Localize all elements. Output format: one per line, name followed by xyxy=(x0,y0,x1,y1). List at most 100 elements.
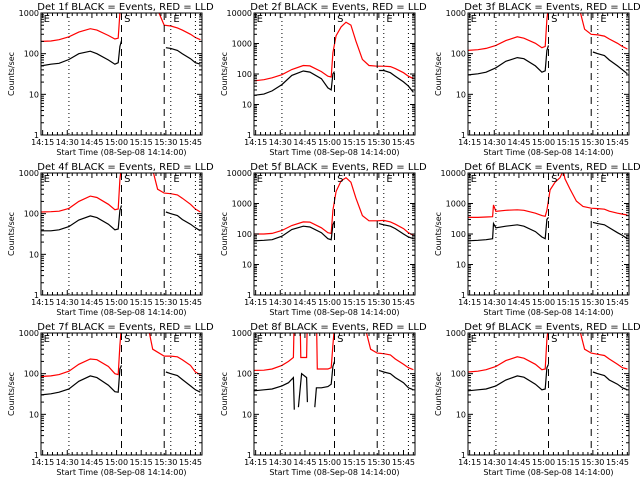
y-tick-label: 1 xyxy=(34,291,39,300)
x-tick-label: 15:45 xyxy=(179,458,202,467)
panel-title: Det 4f BLACK = Events, RED = LLD xyxy=(37,162,214,173)
x-tick-label: 15:30 xyxy=(154,458,177,467)
x-tick-label: 14:30 xyxy=(483,138,506,147)
x-tick-label: 14:15 xyxy=(244,298,267,307)
marker-label: S xyxy=(551,14,557,25)
y-tick-label: 1000 xyxy=(19,9,39,18)
x-tick-label: 14:15 xyxy=(31,458,54,467)
x-tick-label: 14:15 xyxy=(31,298,54,307)
x-tick-label: 15:00 xyxy=(532,298,555,307)
x-axis-label: Start Time (08-Sep-08 14:14:00) xyxy=(269,148,399,157)
x-tick-label: 15:00 xyxy=(105,298,128,307)
y-tick-label: 10 xyxy=(242,410,252,419)
y-tick-label: 1 xyxy=(461,451,466,460)
series-lld xyxy=(254,333,414,371)
x-tick-label: 14:45 xyxy=(293,298,316,307)
marker-label: E xyxy=(257,14,263,25)
y-tick-label: 100 xyxy=(24,210,39,219)
y-tick-label: 10 xyxy=(29,250,39,259)
x-tick-label: 15:45 xyxy=(606,458,629,467)
y-tick-label: 10 xyxy=(242,261,252,270)
y-tick-label: 1 xyxy=(34,131,39,140)
x-tick-label: 14:45 xyxy=(80,298,103,307)
x-tick-label: 14:15 xyxy=(458,298,481,307)
series-events xyxy=(254,69,414,96)
x-tick-label: 14:30 xyxy=(483,298,506,307)
series-events xyxy=(468,45,628,76)
x-tick-label: 14:45 xyxy=(293,138,316,147)
series-lld xyxy=(254,176,414,236)
x-axis-label: Start Time (08-Sep-08 14:14:00) xyxy=(56,308,186,317)
x-axis-label: Start Time (08-Sep-08 14:14:00) xyxy=(56,148,186,157)
marker-label: S xyxy=(337,334,343,345)
y-tick-label: 100 xyxy=(24,370,39,379)
y-tick-label: 1000 xyxy=(446,200,466,209)
y-tick-label: 1 xyxy=(247,451,252,460)
panel-title: Det 6f BLACK = Events, RED = LLD xyxy=(464,162,640,173)
y-tick-label: 100 xyxy=(24,50,39,59)
x-tick-label: 14:45 xyxy=(80,458,103,467)
x-tick-label: 15:30 xyxy=(154,298,177,307)
series-events xyxy=(254,361,414,410)
marker-label: E xyxy=(386,334,392,345)
marker-label: S xyxy=(124,174,130,185)
x-tick-label: 15:15 xyxy=(557,298,580,307)
y-tick-label: 1000 xyxy=(446,329,466,338)
y-axis-label: Counts/sec xyxy=(434,372,443,416)
series-events xyxy=(468,217,628,242)
marker-label: E xyxy=(386,174,392,185)
y-axis-label: Counts/sec xyxy=(7,52,16,96)
x-tick-label: 14:15 xyxy=(458,138,481,147)
marker-label: E xyxy=(44,334,50,345)
series-events xyxy=(41,40,201,67)
x-tick-label: 15:45 xyxy=(392,298,415,307)
x-tick-label: 14:30 xyxy=(56,138,79,147)
panel-title: Det 1f BLACK = Events, RED = LLD xyxy=(37,2,214,13)
marker-label: E xyxy=(257,174,263,185)
y-axis-label: Counts/sec xyxy=(220,212,229,256)
x-tick-label: 15:45 xyxy=(392,458,415,467)
series-lld xyxy=(468,173,628,218)
y-tick-label: 1000 xyxy=(232,329,252,338)
x-tick-label: 15:15 xyxy=(557,138,580,147)
marker-label: E xyxy=(44,174,50,185)
y-tick-label: 10 xyxy=(29,410,39,419)
x-tick-label: 14:30 xyxy=(483,458,506,467)
x-tick-label: 15:45 xyxy=(392,138,415,147)
x-tick-label: 14:15 xyxy=(244,138,267,147)
x-tick-label: 15:30 xyxy=(581,298,604,307)
series-lld xyxy=(468,333,628,373)
panel-title: Det 5f BLACK = Events, RED = LLD xyxy=(250,162,427,173)
marker-label: E xyxy=(173,14,179,25)
series-lld xyxy=(254,21,414,82)
marker-label: E xyxy=(471,14,477,25)
y-tick-label: 10000 xyxy=(227,9,252,18)
marker-label: S xyxy=(124,334,130,345)
y-tick-label: 1000 xyxy=(19,169,39,178)
marker-label: E xyxy=(173,334,179,345)
y-tick-label: 100 xyxy=(451,50,466,59)
y-tick-label: 100 xyxy=(451,230,466,239)
x-tick-label: 14:30 xyxy=(269,138,292,147)
series-lld xyxy=(468,13,628,51)
x-axis-label: Start Time (08-Sep-08 14:14:00) xyxy=(269,308,399,317)
y-tick-label: 1000 xyxy=(19,329,39,338)
y-tick-label: 100 xyxy=(237,370,252,379)
y-tick-label: 100 xyxy=(451,370,466,379)
x-tick-label: 15:45 xyxy=(606,298,629,307)
y-tick-label: 10000 xyxy=(441,169,466,178)
x-tick-label: 15:30 xyxy=(581,138,604,147)
panel-title: Det 7f BLACK = Events, RED = LLD xyxy=(37,322,214,333)
x-tick-label: 15:15 xyxy=(343,458,366,467)
x-tick-label: 15:45 xyxy=(179,298,202,307)
panel-title: Det 8f BLACK = Events, RED = LLD xyxy=(250,322,427,333)
marker-label: S xyxy=(337,14,343,25)
x-tick-label: 15:30 xyxy=(367,138,390,147)
y-tick-label: 10 xyxy=(29,90,39,99)
y-axis-label: Counts/sec xyxy=(220,372,229,416)
x-tick-label: 15:00 xyxy=(105,138,128,147)
